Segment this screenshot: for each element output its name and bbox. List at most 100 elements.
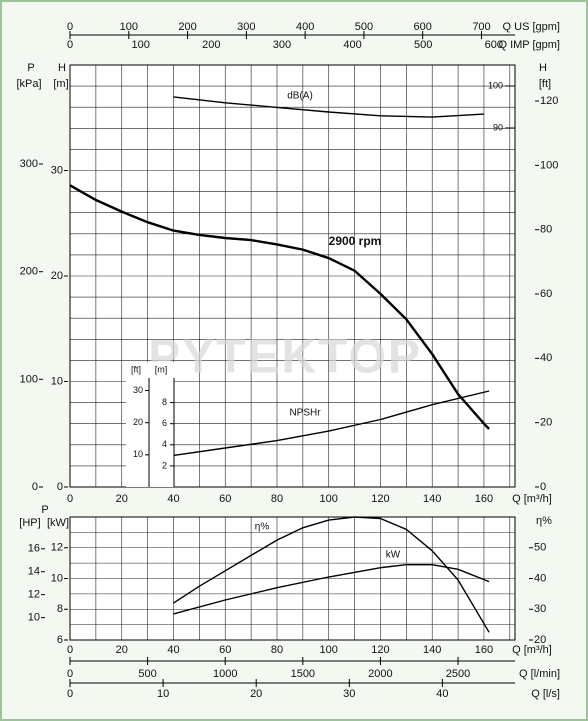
db-tick-label: 90 [493,122,503,132]
y-tick-label: 12 [51,542,63,554]
x-tick-label: 160 [475,493,493,505]
x-tick-label: 200 [202,39,220,51]
y-tick-label: 6 [57,634,63,646]
y-axis-unit: [HP] [19,517,40,529]
x-tick-label: 500 [355,21,373,33]
y-tick-label: 0 [540,481,546,493]
npsh-unit: [ft] [131,364,141,374]
db-tick-label: 100 [488,80,503,90]
x-tick-label: 200 [178,21,196,33]
x-tick-label: 700 [472,21,490,33]
curve-label: η% [255,522,270,533]
y-axis-title: P [41,504,48,516]
y-tick-label: 30 [51,164,63,176]
npsh-tick-label: 8 [162,397,167,407]
y-tick-label: 12 [28,589,40,601]
x-tick-label: 40 [167,493,179,505]
y-tick-label: 40 [540,352,552,364]
y-tick-label: 40 [534,572,546,584]
curve [173,96,485,118]
curve [69,184,490,430]
npsh-tick-label: 6 [162,418,167,428]
x-tick-label: 30 [343,688,355,700]
x-tick-label: 40 [436,688,448,700]
x-tick-label: 2500 [446,668,470,680]
y-tick-label: 300 [20,158,38,170]
y-tick-label: 100 [20,373,38,385]
x-tick-label: 20 [250,688,262,700]
y-tick-label: 0 [57,481,63,493]
y-tick-label: 10 [51,375,63,387]
x-axis-title: Q [l/min] [519,668,560,680]
x-axis-title: Q [l/s] [531,688,560,700]
x-tick-label: 500 [414,39,432,51]
npsh-tick-label: 20 [133,417,143,427]
y-axis-unit: [kPa] [16,78,41,90]
npsh-tick-label: 30 [133,385,143,395]
x-tick-label: 60 [219,644,231,656]
curve [173,564,490,615]
x-axis-title: Q [m³/h] [512,493,552,505]
y-tick-label: 20 [51,270,63,282]
x-tick-label: 80 [271,644,283,656]
y-tick-label: 30 [534,603,546,615]
y-axis-title: P [27,62,34,74]
y-axis-unit: [m] [53,78,68,90]
x-tick-label: 0 [67,21,73,33]
x-tick-label: 500 [138,668,156,680]
x-tick-label: 600 [414,21,432,33]
x-tick-label: 0 [67,493,73,505]
y-tick-label: 80 [540,224,552,236]
curve-label: NPSHr [289,408,321,419]
y-axis-unit: [ft] [539,78,551,90]
x-tick-label: 0 [67,668,73,680]
x-tick-label: 600 [485,39,503,51]
npsh-tick-label: 4 [162,439,167,449]
y-tick-label: 50 [534,542,546,554]
x-tick-label: 0 [67,688,73,700]
x-tick-label: 300 [273,39,291,51]
y-tick-label: 20 [540,417,552,429]
y-axis-title: η% [536,515,552,527]
x-axis-title: Q IMP [gpm] [498,39,560,51]
y-tick-label: 100 [540,159,558,171]
npsh-axis-panel [126,362,174,487]
x-tick-label: 10 [157,688,169,700]
x-tick-label: 300 [237,21,255,33]
y-tick-label: 0 [32,481,38,493]
y-tick-label: 16 [28,543,40,555]
x-tick-label: 0 [67,39,73,51]
y-tick-label: 8 [57,603,63,615]
x-tick-label: 100 [131,39,149,51]
x-tick-label: 400 [343,39,361,51]
x-axis-title: Q [m³/h] [512,644,552,656]
x-tick-label: 2000 [368,668,392,680]
x-tick-label: 1000 [213,668,237,680]
npsh-tick-label: 10 [133,449,143,459]
x-tick-label: 100 [120,21,138,33]
y-tick-label: 200 [20,266,38,278]
y-axis-title: H [539,62,547,74]
x-tick-label: 140 [423,493,441,505]
npsh-tick-label: 2 [162,460,167,470]
watermark: PYTEKTOP [148,331,422,384]
x-tick-label: 40 [167,644,179,656]
curve-label: 2900 rpm [329,234,382,248]
x-axis-title: Q US [gpm] [503,21,560,33]
x-tick-label: 80 [271,493,283,505]
curve [173,390,490,457]
curve-label: kW [386,550,401,561]
npsh-unit: [m] [155,364,168,374]
x-tick-label: 100 [320,644,338,656]
y-tick-label: 60 [540,288,552,300]
plot-frame [69,516,516,641]
y-axis-unit: [kW] [47,517,69,529]
y-axis-title: H [58,62,66,74]
y-tick-label: 10 [28,612,40,624]
x-tick-label: 20 [116,493,128,505]
plot-frame [69,64,516,488]
x-tick-label: 20 [116,644,128,656]
y-tick-label: 10 [51,572,63,584]
y-tick-label: 20 [534,634,546,646]
